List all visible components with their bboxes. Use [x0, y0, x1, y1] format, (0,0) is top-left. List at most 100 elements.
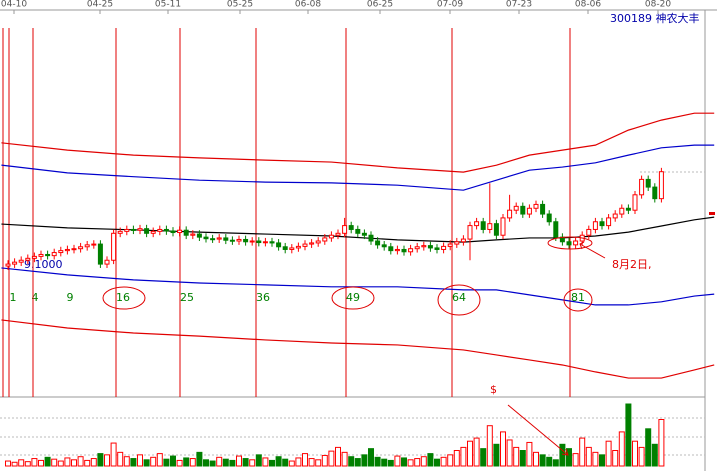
- candle-body: [526, 207, 532, 215]
- volume-bar: [31, 458, 38, 467]
- candle-body: [381, 244, 387, 248]
- candle-body: [566, 241, 572, 246]
- cycle-label: 9: [67, 291, 74, 304]
- chart-title: 300189 神农大丰: [610, 11, 700, 25]
- candle-body: [196, 233, 202, 238]
- candle-body: [454, 241, 460, 245]
- candle-body: [236, 238, 242, 242]
- volume-bar: [651, 443, 658, 467]
- candle-body: [130, 228, 136, 231]
- candle-body: [546, 213, 552, 223]
- volume-bar: [493, 443, 500, 467]
- volume-bar: [467, 440, 473, 467]
- candle-body: [97, 243, 103, 265]
- price-marker: [709, 212, 715, 215]
- arrow-head: [579, 241, 585, 250]
- candle-body: [632, 194, 638, 211]
- volume-bar: [57, 460, 64, 467]
- candle-body: [441, 245, 447, 250]
- volume-bar: [321, 454, 328, 467]
- candle-body: [210, 238, 216, 241]
- candle-body: [368, 234, 374, 242]
- volume-bar: [506, 439, 513, 467]
- candle-body: [150, 230, 156, 234]
- candle-body: [533, 203, 539, 209]
- candle-body: [540, 203, 546, 215]
- volume-bar: [599, 454, 605, 467]
- candle-body: [427, 245, 433, 249]
- volume-bar: [104, 454, 110, 467]
- volume-bar: [473, 437, 480, 467]
- volume-bar: [255, 454, 262, 467]
- volume-bar: [453, 450, 460, 467]
- volume-bar: [381, 458, 388, 467]
- candle-body: [190, 233, 196, 236]
- volume-bar: [533, 451, 539, 467]
- volume-bar: [64, 457, 71, 467]
- x-tick-label: 07-09: [437, 0, 463, 10]
- volume-bar: [592, 451, 599, 467]
- arrow-head: [561, 448, 569, 456]
- candle-body: [606, 217, 612, 227]
- circle: [437, 284, 481, 316]
- candle-body: [256, 240, 262, 244]
- candle-body: [84, 244, 90, 248]
- x-tick-label: 07-23: [506, 0, 532, 10]
- volume-bar: [348, 456, 355, 467]
- candle-body: [183, 229, 189, 236]
- volume-bar: [566, 448, 572, 467]
- candle-body: [500, 217, 506, 236]
- volume-bar: [216, 456, 223, 467]
- candle-body: [249, 240, 255, 243]
- volume-bar: [137, 454, 143, 467]
- cycle-label: 81: [571, 291, 585, 304]
- volume-bar: [189, 458, 196, 467]
- candle-body: [12, 261, 18, 265]
- candle-body: [639, 178, 645, 196]
- volume-bar: [44, 456, 51, 467]
- candle-body: [289, 247, 295, 250]
- circle: [331, 286, 375, 310]
- circle: [102, 286, 146, 310]
- circle: [563, 288, 593, 312]
- volume-bar: [269, 459, 275, 467]
- x-tick-label: 08-06: [575, 0, 601, 10]
- volume-bar: [229, 459, 236, 467]
- candle-body: [394, 248, 400, 252]
- volume-bar: [480, 448, 487, 467]
- candle-body: [262, 241, 268, 244]
- x-tick-label: 04-10: [1, 0, 27, 10]
- candle-body: [5, 263, 11, 267]
- volume-bar: [354, 458, 361, 467]
- volume-bar: [526, 441, 533, 467]
- volume-bar: [295, 457, 302, 467]
- candle-body: [612, 213, 618, 219]
- arrow: [579, 243, 606, 259]
- candle-body: [592, 221, 598, 230]
- candle-body: [64, 248, 70, 252]
- candle-body: [322, 237, 328, 242]
- volume-bar: [368, 448, 374, 467]
- annotation-shapes: [102, 236, 606, 456]
- candle-body: [388, 246, 394, 252]
- candle-body: [586, 228, 592, 236]
- volume-bar: [196, 451, 203, 467]
- volume-bar: [328, 450, 335, 467]
- candle-body: [401, 248, 407, 253]
- candle-body: [493, 223, 499, 236]
- volume-bar: [335, 446, 341, 467]
- volume-bar: [24, 461, 31, 467]
- volume-bar: [150, 456, 157, 467]
- x-tick-label: 08-20: [645, 0, 671, 10]
- volume-bar: [275, 456, 282, 467]
- candle-body: [216, 237, 222, 240]
- volume-bar: [401, 457, 407, 467]
- candle-body: [276, 242, 282, 248]
- cycle-label: 1: [10, 291, 17, 304]
- candle-body: [414, 246, 420, 250]
- candle-body: [658, 171, 664, 200]
- volume-bar: [170, 455, 176, 467]
